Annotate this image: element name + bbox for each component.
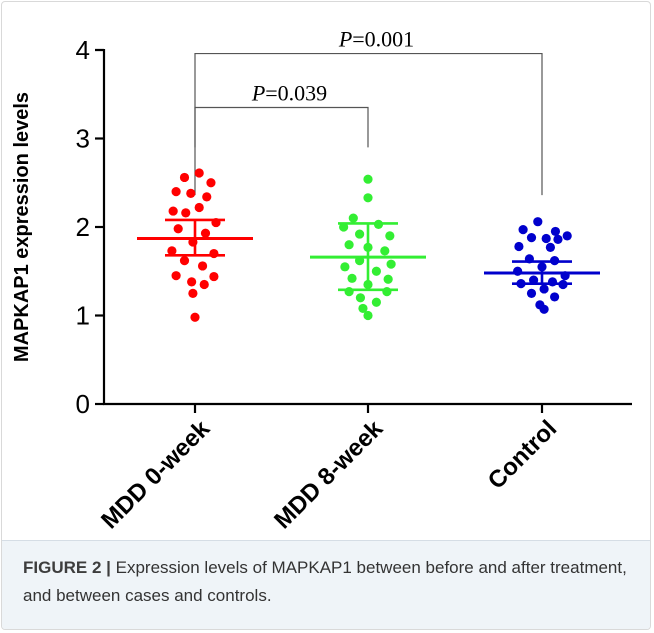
data-point — [206, 178, 216, 188]
data-point — [363, 193, 373, 203]
data-point — [187, 277, 197, 287]
axis-labels: 0 1 2 3 4 MDD 0-week MDD 8-week Control MAPKAP1 … — [11, 35, 562, 534]
data-point — [171, 187, 181, 197]
data-point — [380, 246, 390, 256]
summary-bars — [137, 218, 600, 292]
data-point — [167, 246, 177, 256]
data-point — [382, 287, 392, 297]
data-point — [179, 172, 190, 183]
data-point — [386, 259, 396, 269]
data-point — [518, 225, 528, 235]
y-axis-label: MAPKAP1 expression levels — [11, 92, 33, 362]
data-point — [385, 231, 395, 241]
y-tick-label: 2 — [76, 212, 90, 242]
data-point — [173, 224, 183, 234]
data-point — [539, 304, 549, 314]
data-point — [168, 206, 178, 216]
data-point — [347, 273, 357, 283]
x-tick-label: Control — [483, 415, 562, 494]
caption-label: FIGURE 2 | — [23, 558, 111, 577]
caption-text: Expression levels of MAPKAP1 between bef… — [23, 558, 627, 605]
data-point — [344, 287, 354, 297]
data-point — [371, 297, 381, 307]
data-point — [348, 213, 358, 223]
axes — [95, 48, 632, 413]
data-point — [199, 279, 209, 290]
data-point — [202, 192, 212, 202]
data-point — [358, 303, 368, 314]
data-point — [553, 234, 563, 244]
data-point — [200, 228, 211, 238]
y-tick-label: 0 — [76, 389, 90, 419]
p-value: =0.001 — [352, 27, 414, 52]
data-point — [541, 233, 551, 244]
data-point — [344, 240, 354, 250]
data-point — [190, 312, 200, 322]
y-tick-label: 1 — [76, 301, 90, 331]
data-point — [539, 284, 549, 294]
data-point — [371, 266, 381, 276]
data-point — [550, 292, 560, 302]
data-point — [363, 310, 373, 321]
significance-bracket — [194, 52, 543, 196]
data-point — [188, 288, 198, 298]
p-symbol: P — [251, 81, 265, 106]
data-point — [550, 226, 561, 237]
x-tick-label: MDD 0-week — [96, 415, 216, 535]
data-point — [533, 217, 543, 227]
data-point — [194, 202, 204, 213]
data-point — [181, 208, 191, 218]
x-tick-label: MDD 8-week — [269, 415, 389, 535]
p-value-label: P=0.001 — [338, 27, 414, 52]
p-value: =0.039 — [265, 81, 327, 106]
data-point — [547, 277, 558, 287]
y-tick-label: 3 — [76, 124, 90, 154]
data-point — [340, 262, 350, 272]
data-point — [514, 241, 524, 252]
data-point — [355, 293, 366, 303]
significance-bracket — [194, 106, 369, 148]
data-point — [562, 231, 572, 241]
data-point — [197, 261, 208, 271]
data-point — [194, 168, 204, 178]
data-point — [209, 248, 219, 259]
figure-caption: FIGURE 2 | Expression levels of MAPKAP1 … — [2, 540, 650, 629]
data-point — [179, 256, 190, 266]
data-point — [363, 174, 373, 184]
data-points — [167, 168, 572, 322]
data-point — [209, 271, 219, 282]
p-symbol: P — [338, 27, 352, 52]
data-point — [526, 288, 537, 298]
data-point — [171, 271, 181, 281]
y-tick-label: 4 — [76, 35, 90, 65]
data-point — [383, 274, 393, 284]
data-point — [545, 242, 556, 252]
data-point — [355, 229, 365, 239]
data-point — [526, 233, 537, 243]
p-value-label: P=0.039 — [251, 81, 327, 106]
data-point — [186, 188, 196, 198]
